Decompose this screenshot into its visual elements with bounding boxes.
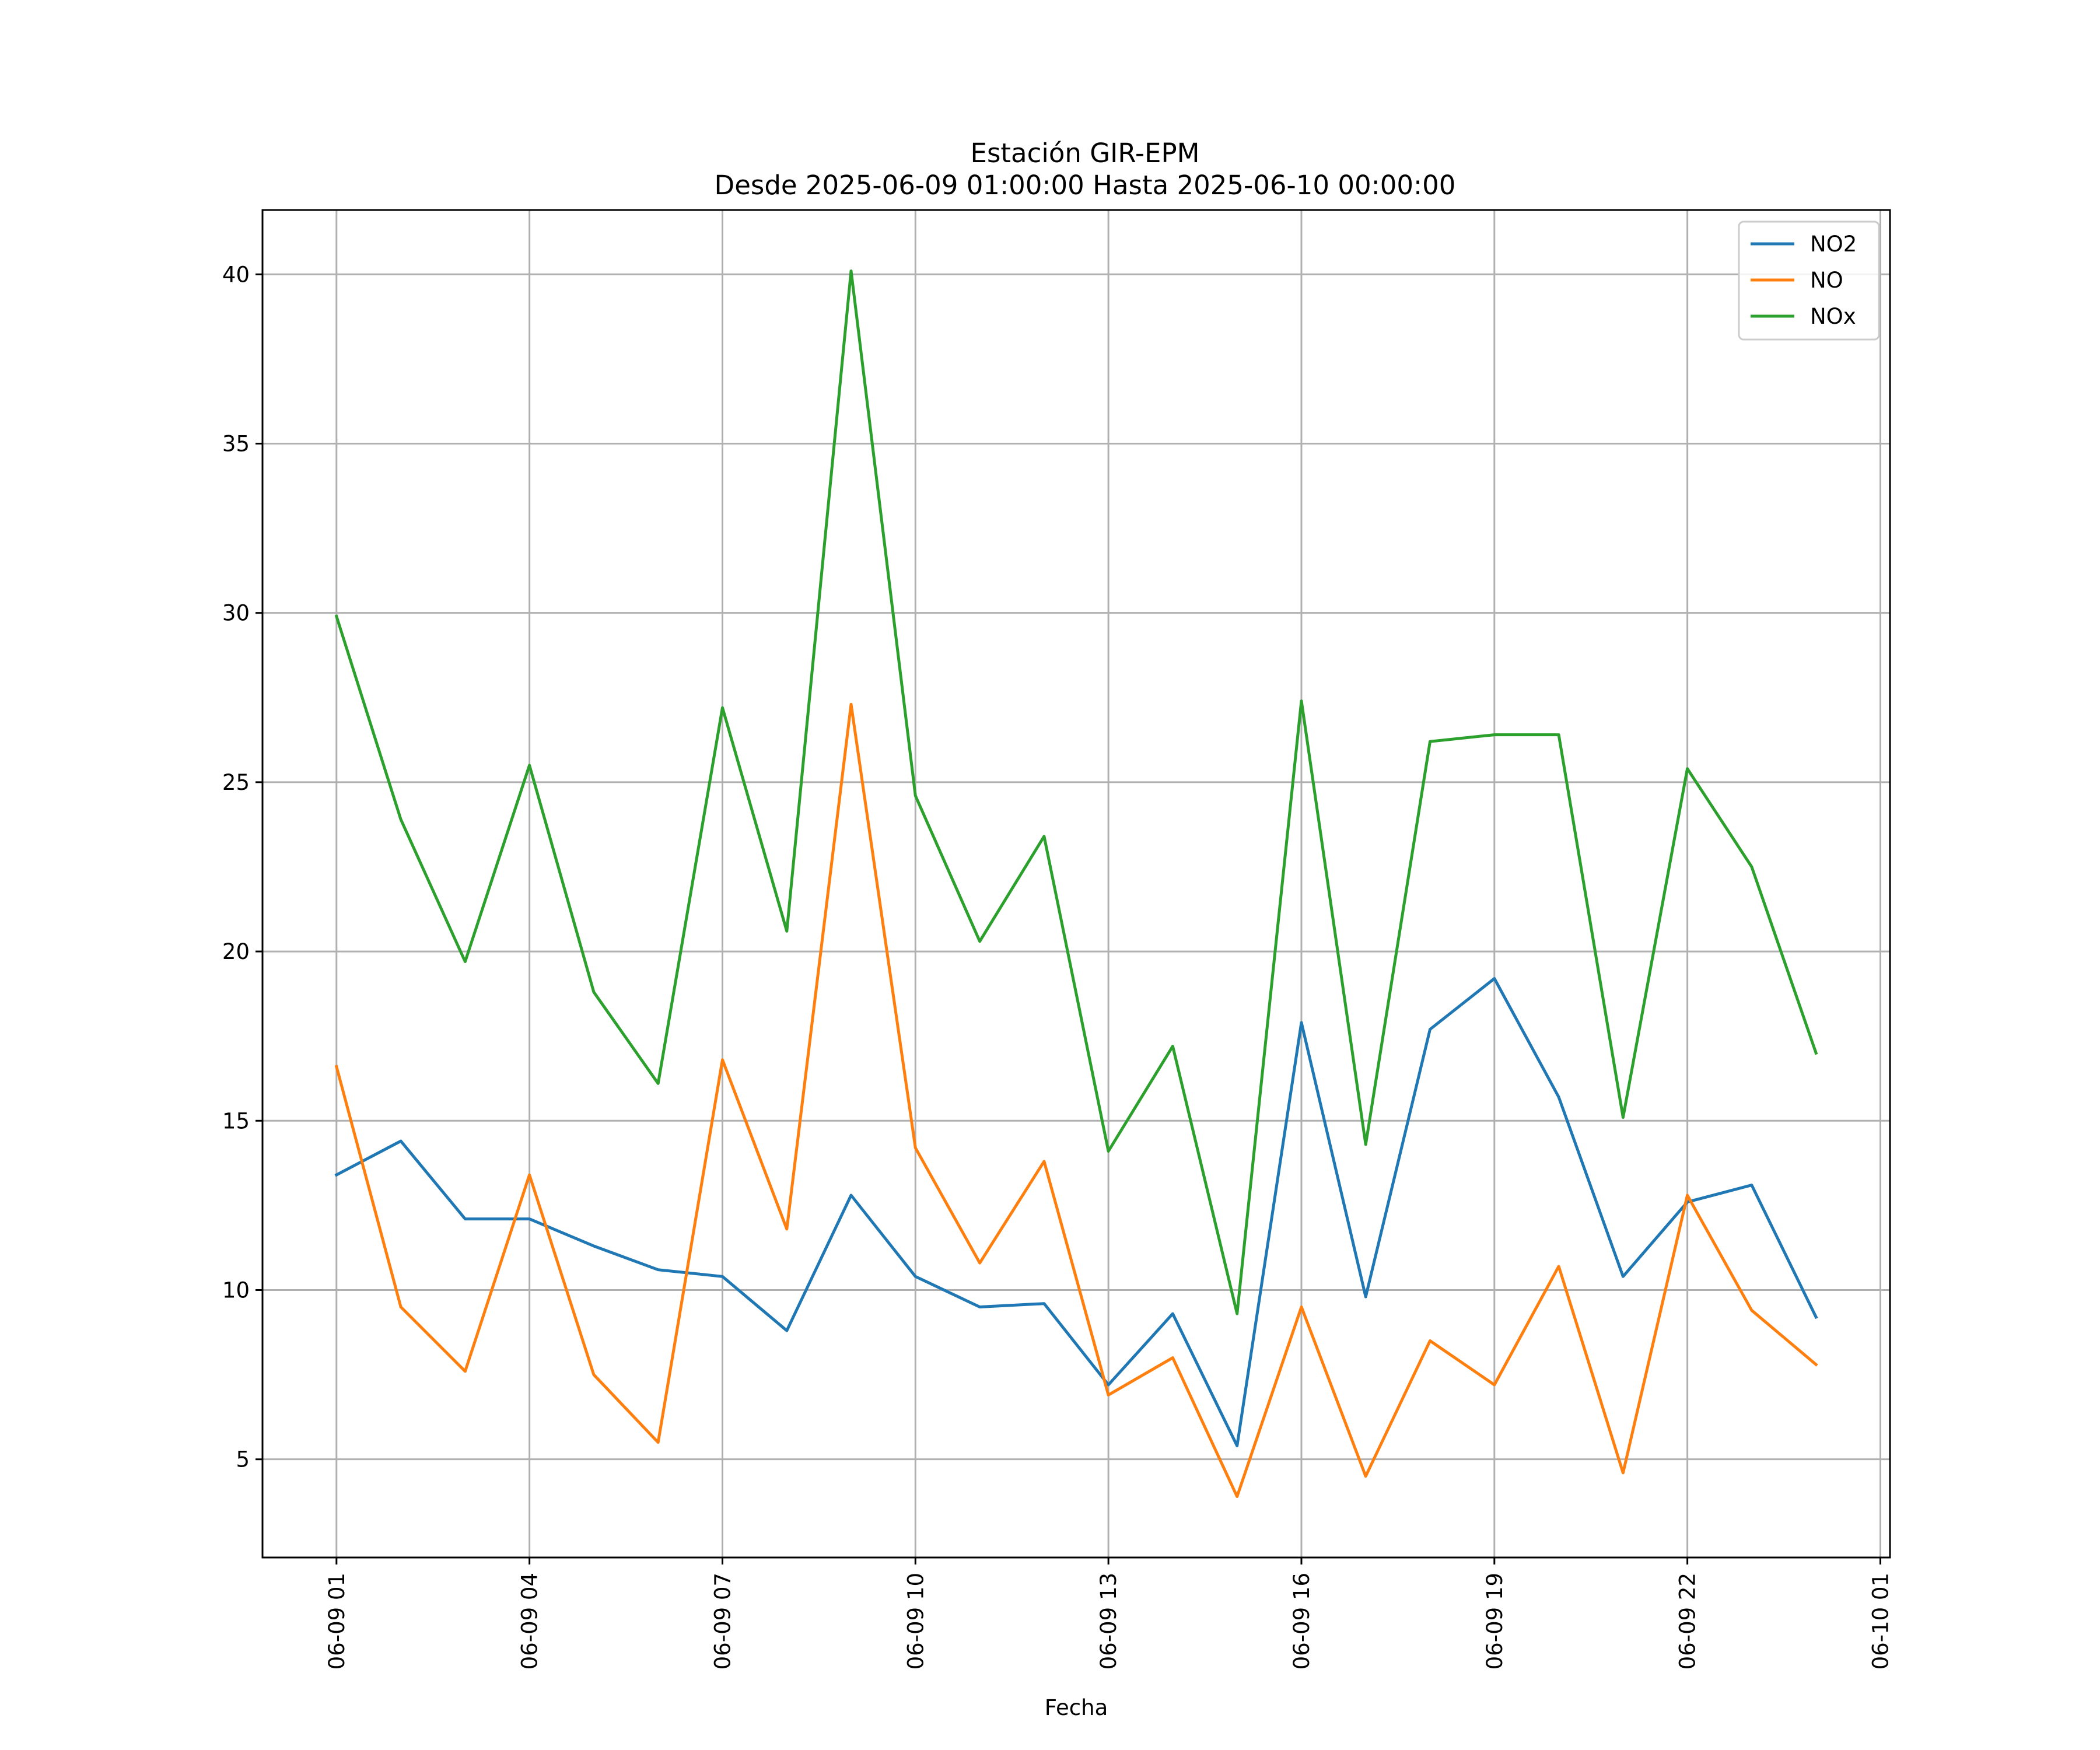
legend-label-no: NO — [1810, 268, 1843, 293]
series-line-no — [334, 702, 1818, 1498]
legend-label-nox: NOx — [1810, 304, 1856, 329]
x-tick-label: 06-09 16 — [1289, 1573, 1314, 1670]
x-tick-label: 06-09 19 — [1482, 1573, 1507, 1670]
grid-lines — [262, 210, 1890, 1558]
y-tick-label: 30 — [222, 601, 250, 626]
series-lines — [334, 270, 1818, 1498]
y-tick-label: 25 — [222, 770, 250, 795]
chart-title: Estación GIR-EPM — [971, 138, 1200, 169]
x-tick-label: 06-10 01 — [1868, 1573, 1893, 1670]
x-tick-label: 06-09 04 — [517, 1573, 542, 1670]
x-tick-label: 06-09 01 — [324, 1573, 349, 1670]
y-tick-label: 40 — [222, 262, 250, 287]
series-line-no2 — [334, 977, 1818, 1447]
plot-area-frame — [261, 209, 1891, 1559]
y-tick-label: 35 — [222, 431, 250, 456]
x-tick-label: 06-09 13 — [1096, 1573, 1121, 1670]
x-tick-label: 06-09 10 — [903, 1573, 928, 1670]
legend-label-no2: NO2 — [1810, 232, 1857, 257]
y-tick-label: 20 — [222, 939, 250, 964]
legend: NO2 NO NOx — [1738, 220, 1880, 341]
x-tick-label: 06-09 22 — [1675, 1573, 1700, 1670]
axis-ticks: 5 10 15 20 25 30 35 40 06-09 01 06-09 04 06-09 07 0… — [222, 262, 1894, 1670]
legend-box — [1738, 220, 1880, 341]
x-tick-label: 06-09 07 — [710, 1573, 735, 1670]
y-tick-label: 15 — [222, 1108, 250, 1133]
series-line-nox — [334, 270, 1818, 1315]
y-tick-label: 10 — [222, 1278, 250, 1303]
chart-subtitle: Desde 2025-06-09 01:00:00 Hasta 2025-06-… — [715, 170, 1456, 201]
y-tick-label: 5 — [236, 1447, 250, 1472]
x-axis-label: Fecha — [1045, 1695, 1108, 1720]
